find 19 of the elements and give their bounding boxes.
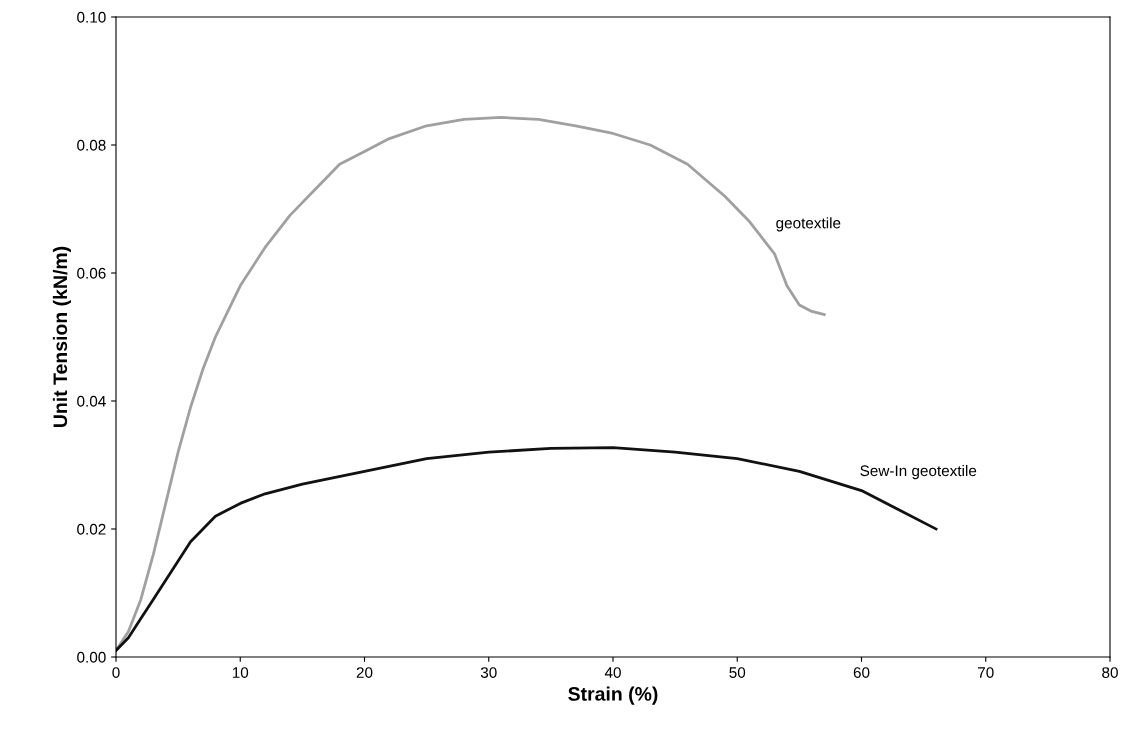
y-axis-title: Unit Tension (kN/m) [52, 246, 71, 427]
x-tick-label: 0 [112, 667, 120, 678]
y-tick-label: 0.02 [77, 523, 106, 535]
y-tick-label: 0.08 [77, 139, 106, 151]
y-tick-label: 0.10 [77, 11, 106, 23]
x-tick-label: 60 [853, 667, 870, 678]
x-tick-label: 50 [729, 667, 746, 678]
y-tick-label: 0.04 [77, 395, 106, 407]
x-axis-title: Strain (%) [568, 686, 658, 705]
series-label: Sew-In geotextile [860, 464, 977, 480]
x-tick-label: 40 [604, 667, 621, 678]
x-tick-label: 30 [480, 667, 497, 678]
series-label: geotextile [776, 217, 841, 232]
x-tick-label: 20 [356, 667, 373, 678]
x-tick-label: 70 [978, 667, 994, 678]
x-tick-label: 10 [232, 667, 249, 678]
x-tick-label: 80 [1102, 667, 1118, 678]
y-tick-label: 0.00 [77, 651, 106, 663]
y-tick-label: 0.06 [77, 267, 106, 279]
